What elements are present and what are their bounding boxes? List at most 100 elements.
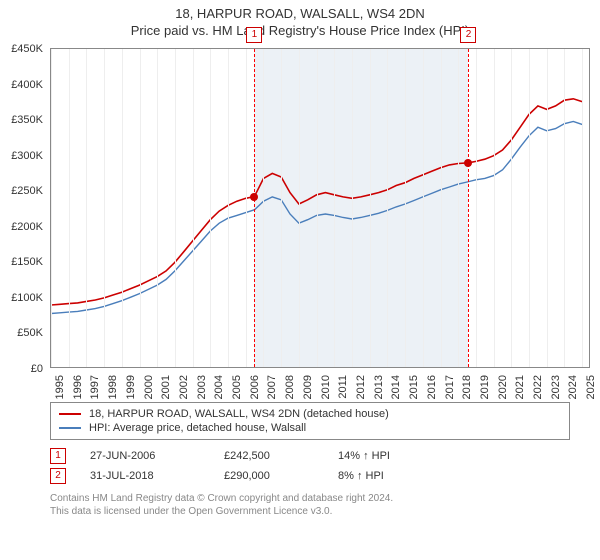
gridline <box>564 49 565 367</box>
gridline <box>458 49 459 367</box>
gridline <box>281 49 282 367</box>
gridline <box>441 49 442 367</box>
x-tick-label: 2012 <box>355 375 367 399</box>
legend-swatch <box>59 413 81 415</box>
sale-marker-dot <box>250 193 258 201</box>
gridline <box>299 49 300 367</box>
x-tick-label: 1998 <box>107 375 119 399</box>
legend-box: 18, HARPUR ROAD, WALSALL, WS4 2DN (detac… <box>50 402 570 440</box>
x-tick-label: 2002 <box>178 375 190 399</box>
legend-label: HPI: Average price, detached house, Wals… <box>89 422 306 434</box>
sale-marker-dot <box>464 159 472 167</box>
x-tick-label: 2025 <box>585 375 597 399</box>
footer-line1: Contains HM Land Registry data © Crown c… <box>50 492 590 505</box>
x-tick-label: 2021 <box>514 375 526 399</box>
sales-table: 1 27-JUN-2006 £242,500 14% ↑ HPI 2 31-JUL-201… <box>50 446 590 486</box>
x-tick-label: 2024 <box>567 375 579 399</box>
x-tick-label: 1995 <box>54 375 66 399</box>
y-tick-label: £350K <box>11 114 43 126</box>
chart-title-block: 18, HARPUR ROAD, WALSALL, WS4 2DN Price … <box>0 0 600 40</box>
x-tick-label: 1999 <box>125 375 137 399</box>
legend-swatch <box>59 427 81 429</box>
y-tick-label: £150K <box>11 256 43 268</box>
x-tick-label: 2008 <box>284 375 296 399</box>
sale-marker-line <box>254 49 255 367</box>
sale-marker-line <box>468 49 469 367</box>
x-tick-label: 2020 <box>497 375 509 399</box>
sale-row: 1 27-JUN-2006 £242,500 14% ↑ HPI <box>50 446 590 466</box>
gridline <box>334 49 335 367</box>
gridline <box>370 49 371 367</box>
x-tick-label: 2004 <box>213 375 225 399</box>
gridline <box>511 49 512 367</box>
sale-price: £290,000 <box>224 470 314 482</box>
x-tick-label: 2001 <box>160 375 172 399</box>
gridline <box>122 49 123 367</box>
gridline <box>582 49 583 367</box>
x-tick-label: 2014 <box>390 375 402 399</box>
legend-item: HPI: Average price, detached house, Wals… <box>59 421 561 435</box>
x-tick-label: 2006 <box>249 375 261 399</box>
sale-price: £242,500 <box>224 450 314 462</box>
x-tick-label: 2016 <box>426 375 438 399</box>
y-tick-label: £100K <box>11 292 43 304</box>
footer-attribution: Contains HM Land Registry data © Crown c… <box>50 492 590 518</box>
sale-number-box: 2 <box>50 468 66 484</box>
x-tick-label: 2011 <box>337 375 349 399</box>
gridline <box>423 49 424 367</box>
x-tick-label: 2015 <box>408 375 420 399</box>
y-tick-label: £250K <box>11 185 43 197</box>
sale-date: 27-JUN-2006 <box>90 450 200 462</box>
gridline <box>210 49 211 367</box>
x-tick-label: 2007 <box>266 375 278 399</box>
x-tick-label: 2023 <box>550 375 562 399</box>
legend-item: 18, HARPUR ROAD, WALSALL, WS4 2DN (detac… <box>59 407 561 421</box>
x-tick-label: 2009 <box>302 375 314 399</box>
gridline <box>228 49 229 367</box>
plot-region: 1995199619971998199920002001200220032004… <box>50 48 590 368</box>
gridline <box>140 49 141 367</box>
x-tick-label: 2000 <box>143 375 155 399</box>
x-tick-label: 1997 <box>89 375 101 399</box>
x-tick-label: 2022 <box>532 375 544 399</box>
gridline <box>387 49 388 367</box>
gridline <box>529 49 530 367</box>
gridline <box>476 49 477 367</box>
sale-row: 231-JUL-2018£290,0008% ↑ HPI <box>50 466 590 486</box>
x-tick-label: 2010 <box>320 375 332 399</box>
sale-number-box: 1 <box>50 448 66 464</box>
title-address: 18, HARPUR ROAD, WALSALL, WS4 2DN <box>0 6 600 21</box>
footer-line2: This data is licensed under the Open Gov… <box>50 505 590 518</box>
sale-delta: 14% ↑ HPI <box>338 450 390 462</box>
y-tick-label: £450K <box>11 43 43 55</box>
legend-label: 18, HARPUR ROAD, WALSALL, WS4 2DN (detac… <box>89 408 389 420</box>
x-tick-label: 2018 <box>461 375 473 399</box>
x-tick-label: 2005 <box>231 375 243 399</box>
sale-marker-box: 2 <box>460 27 476 43</box>
x-tick-label: 2003 <box>196 375 208 399</box>
gridline <box>157 49 158 367</box>
line-series-svg <box>51 49 591 369</box>
gridline <box>494 49 495 367</box>
gridline <box>175 49 176 367</box>
x-tick-label: 2019 <box>479 375 491 399</box>
y-tick-label: £200K <box>11 221 43 233</box>
sale-marker-box: 1 <box>246 27 262 43</box>
gridline <box>352 49 353 367</box>
gridline <box>51 49 52 367</box>
gridline <box>547 49 548 367</box>
y-tick-label: £0 <box>31 363 43 375</box>
gridline <box>69 49 70 367</box>
x-tick-label: 1996 <box>72 375 84 399</box>
gridline <box>405 49 406 367</box>
gridline <box>317 49 318 367</box>
sale-date: 31-JUL-2018 <box>90 470 200 482</box>
y-tick-label: £400K <box>11 79 43 91</box>
gridline <box>86 49 87 367</box>
gridline <box>263 49 264 367</box>
x-tick-label: 2013 <box>373 375 385 399</box>
chart-area: 1995 1996 1997 1998 1999 2000 2001 2002 2003 2004… <box>50 48 590 398</box>
y-tick-label: £300K <box>11 150 43 162</box>
gridline <box>193 49 194 367</box>
gridline <box>246 49 247 367</box>
